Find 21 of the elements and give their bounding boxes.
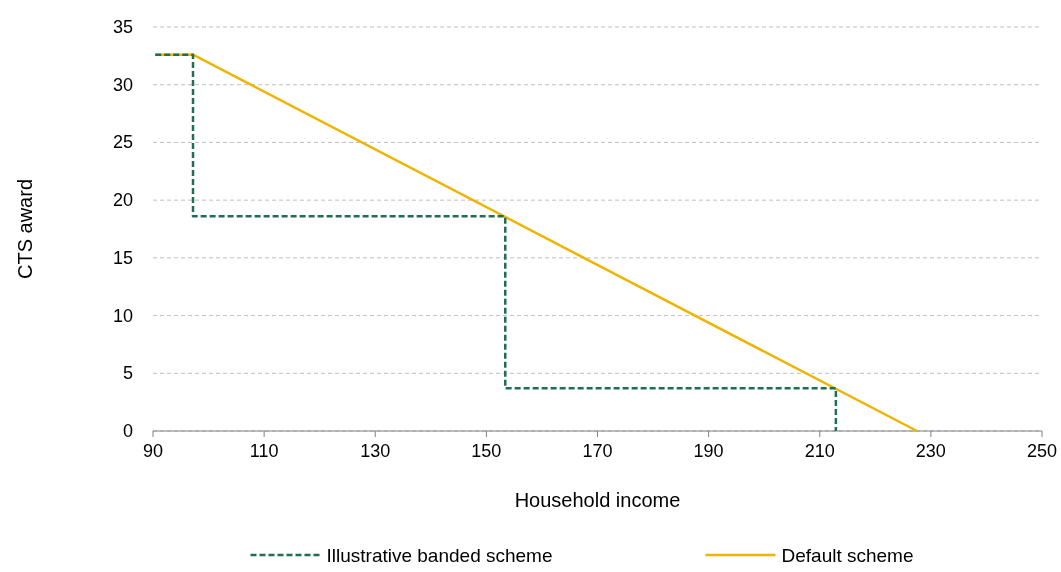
x-tick-label: 230 <box>915 441 946 461</box>
x-tick-label: 250 <box>1026 441 1058 461</box>
y-tick-label: 0 <box>122 421 133 441</box>
y-tick-label: 15 <box>112 247 133 268</box>
x-tick-label: 190 <box>693 441 724 461</box>
x-tick-label: 170 <box>582 441 613 461</box>
legend-label: Default scheme <box>781 545 914 566</box>
x-tick-label: 210 <box>804 441 835 461</box>
legend-label: Illustrative banded scheme <box>326 545 553 566</box>
y-tick-label: 30 <box>112 74 133 95</box>
x-tick-label: 130 <box>360 441 391 461</box>
x-tick-label: 90 <box>142 441 164 461</box>
y-tick-label: 20 <box>112 190 133 211</box>
y-tick-label: 25 <box>112 132 133 153</box>
x-tick-label: 110 <box>249 441 279 461</box>
x-axis-title: Household income <box>514 489 681 511</box>
y-tick-label: 35 <box>112 17 133 37</box>
x-tick-label: 150 <box>471 441 502 461</box>
y-tick-label: 10 <box>112 305 133 326</box>
y-tick-label: 5 <box>122 363 133 384</box>
y-axis-title: CTS award <box>14 178 36 280</box>
